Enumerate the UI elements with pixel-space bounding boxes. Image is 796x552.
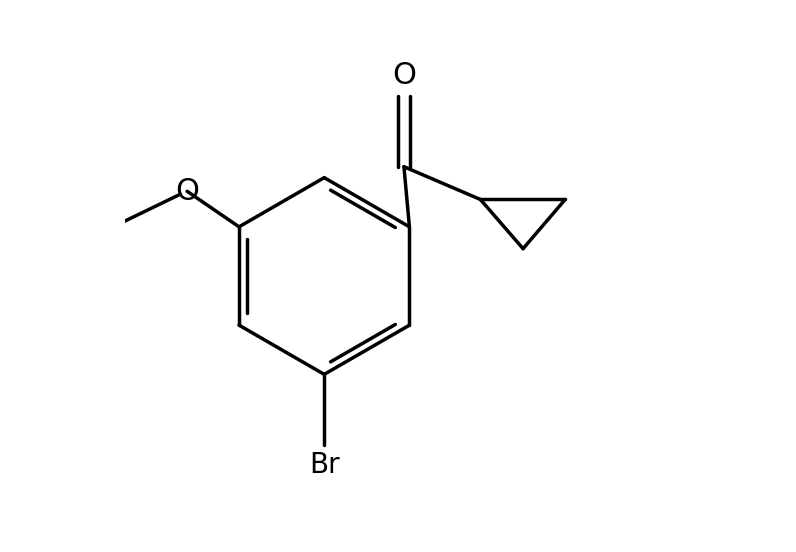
Text: O: O (392, 61, 416, 90)
Text: O: O (175, 177, 199, 206)
Text: Br: Br (309, 451, 340, 479)
